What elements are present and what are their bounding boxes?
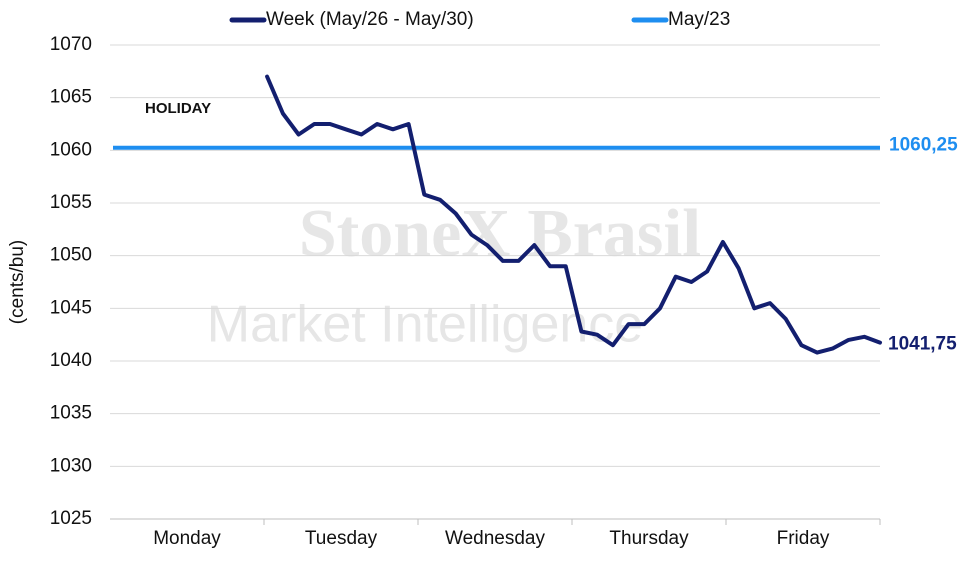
x-tick-label: Friday (777, 528, 830, 549)
y-tick-label: 1055 (50, 192, 92, 213)
y-tick-label: 1065 (50, 87, 92, 108)
watermark: Market Intelligence (207, 296, 643, 354)
x-tick-label: Monday (153, 528, 221, 549)
reference-label: 1060,25 (889, 135, 958, 156)
y-tick-label: 1045 (50, 297, 92, 318)
y-tick-label: 1030 (50, 455, 92, 476)
y-tick-label: 1060 (50, 139, 92, 160)
x-tick-label: Thursday (609, 528, 689, 549)
y-tick-label: 1025 (50, 508, 92, 529)
y-axis-label: (cents/bu) (7, 240, 28, 324)
data-label: 1041,75 (888, 334, 957, 355)
y-tick-label: 1040 (50, 350, 92, 371)
x-tick-label: Tuesday (305, 528, 378, 549)
legend-label: Week (May/26 - May/30) (266, 9, 474, 30)
legend-label: May/23 (668, 9, 730, 30)
y-tick-label: 1035 (50, 403, 92, 424)
y-tick-label: 1070 (50, 34, 92, 55)
x-tick-label: Wednesday (445, 528, 545, 549)
series-line (265, 74, 882, 355)
y-tick-label: 1050 (50, 245, 92, 266)
annotation: HOLIDAY (145, 100, 211, 117)
